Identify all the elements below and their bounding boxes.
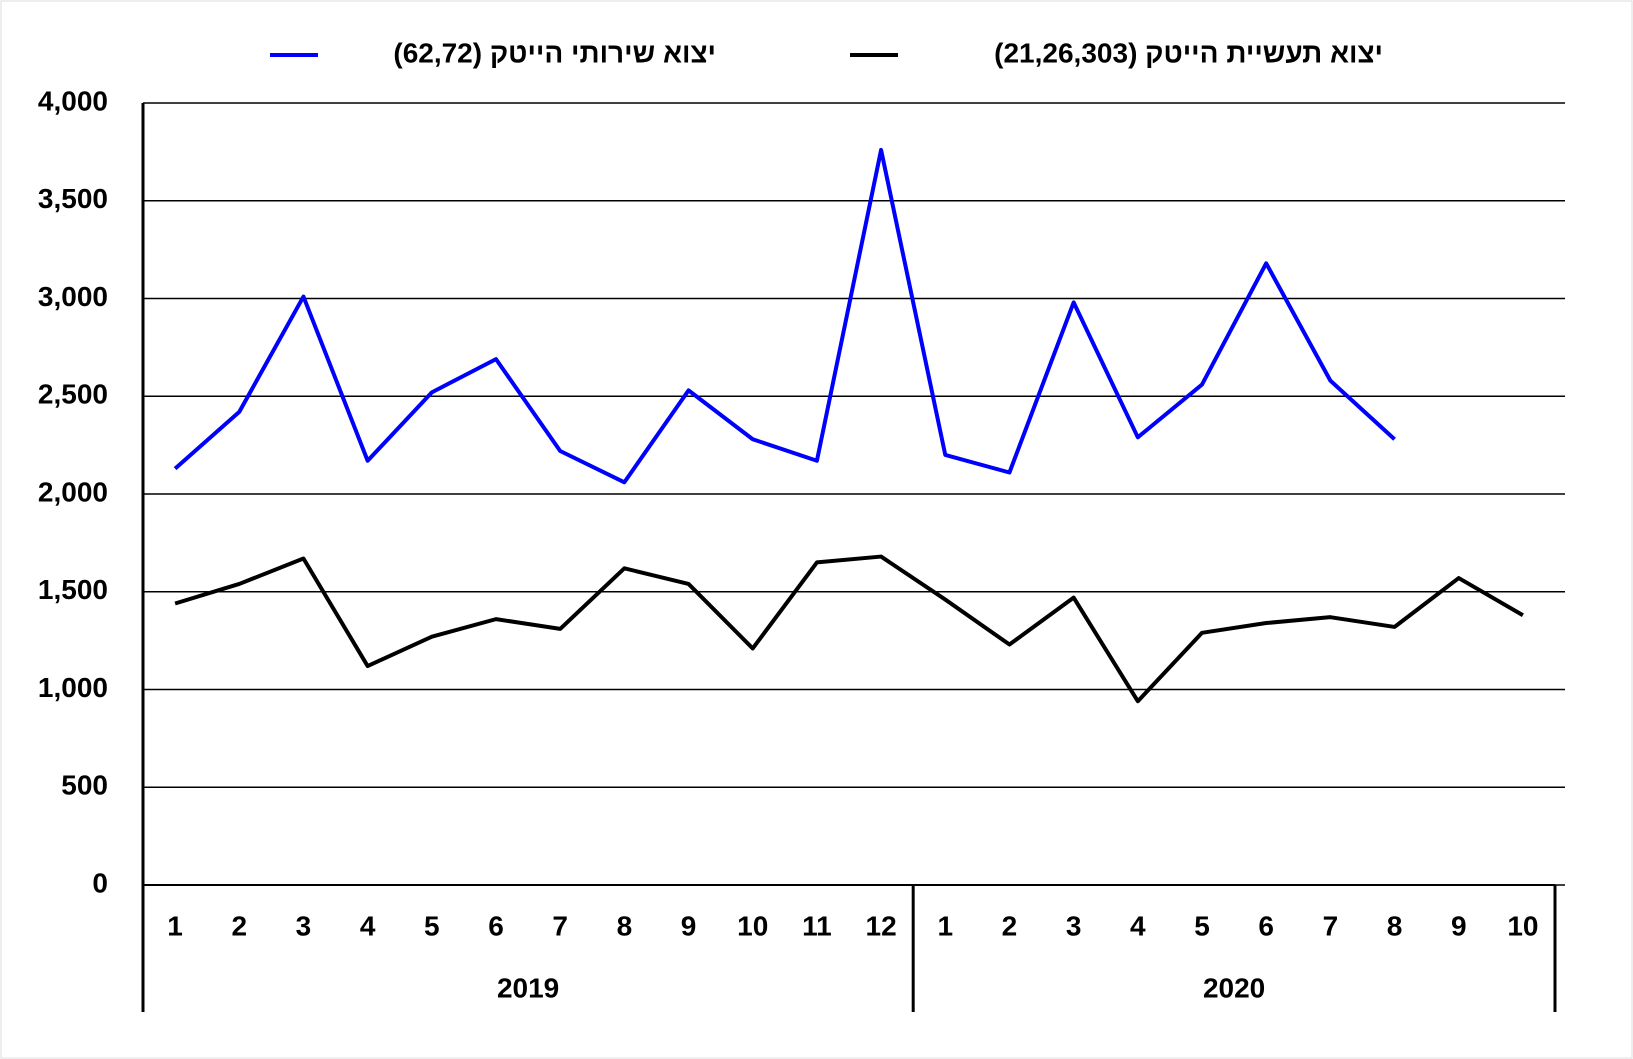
x-tick-label: 2 — [1002, 910, 1018, 941]
group-label: 2020 — [1203, 972, 1265, 1003]
x-tick-label: 1 — [167, 910, 183, 941]
y-tick-label: 2,000 — [38, 476, 108, 507]
y-tick-label: 3,500 — [38, 183, 108, 214]
x-tick-label: 4 — [360, 910, 376, 941]
x-tick-label: 5 — [424, 910, 440, 941]
series-line — [174, 554, 1524, 704]
x-tick-label: 6 — [1258, 910, 1274, 941]
y-tick-label: 1,500 — [38, 574, 108, 605]
y-tick-label: 500 — [61, 770, 108, 801]
x-tick-label: 2 — [231, 910, 247, 941]
x-tick-label: 4 — [1130, 910, 1146, 941]
x-tick-label: 11 — [802, 910, 832, 941]
x-tick-label: 8 — [1387, 910, 1403, 941]
x-tick-label: 6 — [488, 910, 504, 941]
x-tick-label: 5 — [1194, 910, 1210, 941]
x-tick-label: 10 — [737, 910, 768, 941]
x-tick-label: 8 — [617, 910, 633, 941]
x-tick-label: 12 — [866, 910, 897, 941]
x-tick-label: 3 — [1066, 910, 1082, 941]
y-tick-label: 3,000 — [38, 281, 108, 312]
x-tick-label: 3 — [296, 910, 312, 941]
y-tick-label: 0 — [92, 867, 108, 898]
legend-label: יצוא שירותי הייטק (62,72) — [393, 37, 716, 68]
x-tick-label: 1 — [937, 910, 953, 941]
y-tick-label: 4,000 — [38, 85, 108, 116]
x-tick-label: 9 — [1451, 910, 1467, 941]
y-tick-label: 2,500 — [38, 379, 108, 410]
legend-label: יצוא תעשיית הייטק (21,26,303) — [994, 37, 1383, 68]
y-tick-label: 1,000 — [38, 672, 108, 703]
series-line — [173, 147, 1396, 485]
x-tick-label: 9 — [681, 910, 697, 941]
group-label: 2019 — [497, 972, 559, 1003]
x-tick-label: 7 — [1323, 910, 1339, 941]
x-tick-label: 7 — [552, 910, 568, 941]
x-tick-label: 10 — [1507, 910, 1538, 941]
